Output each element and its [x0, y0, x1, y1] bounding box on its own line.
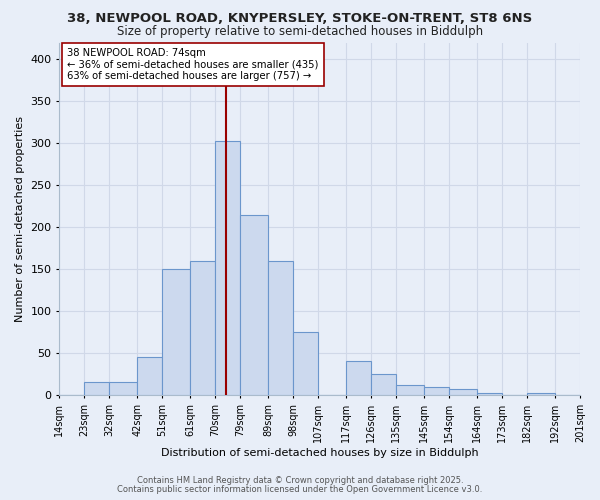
Bar	[477, 394, 502, 395]
Y-axis label: Number of semi-detached properties: Number of semi-detached properties	[15, 116, 25, 322]
Bar	[137, 358, 163, 395]
Text: 38, NEWPOOL ROAD, KNYPERSLEY, STOKE-ON-TRENT, ST8 6NS: 38, NEWPOOL ROAD, KNYPERSLEY, STOKE-ON-T…	[67, 12, 533, 26]
Text: Contains HM Land Registry data © Crown copyright and database right 2025.: Contains HM Land Registry data © Crown c…	[137, 476, 463, 485]
Bar	[346, 362, 371, 395]
Bar	[190, 260, 215, 395]
Bar	[293, 332, 318, 395]
Text: 38 NEWPOOL ROAD: 74sqm
← 36% of semi-detached houses are smaller (435)
63% of se: 38 NEWPOOL ROAD: 74sqm ← 36% of semi-det…	[67, 48, 319, 81]
Bar	[449, 389, 477, 395]
Bar	[109, 382, 137, 395]
Bar	[424, 386, 449, 395]
Bar	[241, 214, 268, 395]
Bar	[163, 269, 190, 395]
Bar	[268, 260, 293, 395]
Bar	[215, 140, 241, 395]
Text: Contains public sector information licensed under the Open Government Licence v3: Contains public sector information licen…	[118, 484, 482, 494]
Bar	[396, 385, 424, 395]
Bar	[85, 382, 109, 395]
X-axis label: Distribution of semi-detached houses by size in Biddulph: Distribution of semi-detached houses by …	[161, 448, 478, 458]
Text: Size of property relative to semi-detached houses in Biddulph: Size of property relative to semi-detach…	[117, 25, 483, 38]
Bar	[527, 394, 555, 395]
Bar	[371, 374, 396, 395]
